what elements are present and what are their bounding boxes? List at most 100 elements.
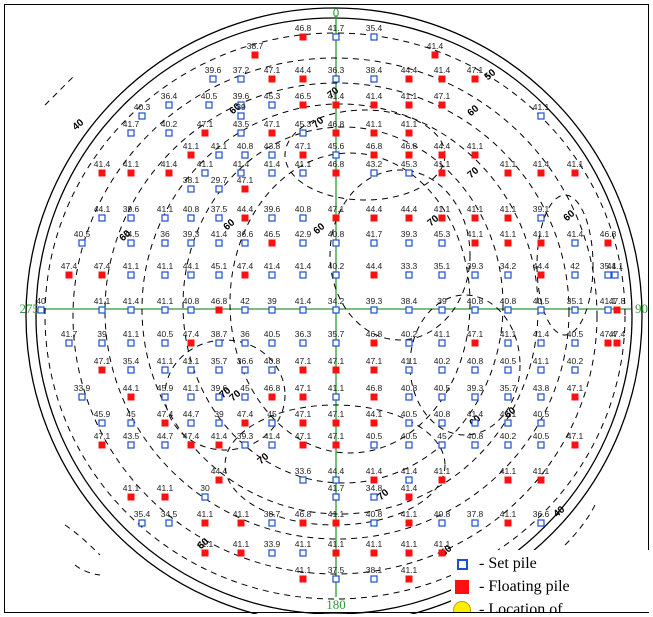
pile-value-label: 37.5 bbox=[328, 565, 345, 575]
pile-marker: 46.8 bbox=[264, 383, 281, 401]
pile-value-label: 41.4 bbox=[533, 159, 550, 169]
pile-marker: 39.6 bbox=[123, 204, 140, 222]
set-pile-icon bbox=[537, 441, 545, 449]
pile-marker: 35.1 bbox=[567, 296, 584, 314]
pile-marker: 41.1 bbox=[328, 509, 345, 527]
pile-marker: 47.1 bbox=[295, 383, 312, 401]
set-pile-icon bbox=[268, 549, 276, 557]
pile-value-label: 47.1 bbox=[567, 383, 584, 393]
set-pile-icon bbox=[299, 476, 307, 484]
floating-pile-icon bbox=[571, 169, 579, 177]
pile-value-label: 47.1 bbox=[328, 431, 345, 441]
pile-value-label: 41.1 bbox=[607, 261, 624, 271]
floating-pile-icon bbox=[613, 339, 621, 347]
pile-value-label: 47.1 bbox=[328, 356, 345, 366]
pile-marker: 47.4 bbox=[183, 431, 200, 449]
pile-value-label: 39.6 bbox=[264, 204, 281, 214]
pile-value-label: 37.5 bbox=[211, 204, 228, 214]
pile-value-label: 46.8 bbox=[366, 141, 383, 151]
pile-marker: 45.3 bbox=[401, 159, 418, 177]
pile-value-label: 46.5 bbox=[295, 91, 312, 101]
set-pile-icon bbox=[215, 271, 223, 279]
pile-marker: 36.4 bbox=[161, 91, 178, 109]
pile-value-label: 41.1 bbox=[500, 329, 517, 339]
floating-pile-icon bbox=[537, 239, 545, 247]
floating-pile-icon bbox=[332, 519, 340, 527]
set-pile-icon bbox=[405, 419, 413, 427]
set-pile-icon bbox=[332, 393, 340, 401]
pile-marker: 29.7 bbox=[211, 175, 228, 193]
set-pile-icon bbox=[299, 129, 307, 137]
pile-value-label: 40.8 bbox=[264, 356, 281, 366]
pile-marker: 41.1 bbox=[157, 483, 174, 501]
pile-value-label: 41.1 bbox=[123, 159, 140, 169]
pile-value-label: 46.8 bbox=[328, 159, 345, 169]
pile-marker: 39 bbox=[97, 329, 107, 347]
pile-value-label: 41.1 bbox=[157, 296, 174, 306]
pile-value-label: 39.3 bbox=[366, 296, 383, 306]
set-pile-icon bbox=[201, 169, 209, 177]
pile-value-label: 47.1 bbox=[328, 204, 345, 214]
pile-value-label: 40.2 bbox=[328, 261, 345, 271]
floating-pile-icon bbox=[268, 75, 276, 83]
pile-marker: 41.1 bbox=[533, 466, 550, 484]
pile-value-label: 47.1 bbox=[94, 356, 111, 366]
set-pile-icon bbox=[438, 271, 446, 279]
pile-value-label: 47.4 bbox=[237, 261, 254, 271]
floating-pile-icon bbox=[299, 33, 307, 41]
set-pile-icon bbox=[299, 169, 307, 177]
pile-marker: 47.4 bbox=[94, 261, 111, 279]
floating-pile-icon bbox=[370, 129, 378, 137]
pile-value-label: 47.4 bbox=[94, 261, 111, 271]
set-pile-icon bbox=[504, 366, 512, 374]
pile-marker: 42 bbox=[570, 261, 580, 279]
pile-value-label: 41.4 bbox=[533, 329, 550, 339]
pile-marker: 41.1 bbox=[434, 159, 451, 177]
pile-value-label: 45 bbox=[126, 409, 136, 419]
pile-value-label: 38.7 bbox=[264, 509, 281, 519]
set-pile-icon bbox=[471, 393, 479, 401]
pile-value-label: 35.1 bbox=[434, 261, 451, 271]
set-pile-icon bbox=[537, 112, 545, 120]
floating-pile-icon bbox=[299, 75, 307, 83]
pile-marker: 41.7 bbox=[328, 23, 345, 41]
pile-value-label: 44.4 bbox=[401, 65, 418, 75]
set-pile-icon bbox=[161, 214, 169, 222]
bearing-labels: 0 90 180 275 bbox=[20, 5, 649, 612]
pile-marker: 39.3 bbox=[401, 229, 418, 247]
pile-value-label: 36.3 bbox=[295, 329, 312, 339]
floating-pile-icon bbox=[299, 441, 307, 449]
pile-marker: 40.5 bbox=[434, 383, 451, 401]
pile-value-label: 43.2 bbox=[366, 159, 383, 169]
set-pile-icon bbox=[438, 419, 446, 427]
pile-marker: 44.4 bbox=[434, 141, 451, 159]
pile-marker: 33.6 bbox=[295, 466, 312, 484]
pile-marker: 40.5 bbox=[533, 296, 550, 314]
pile-value-label: 41.1 bbox=[434, 539, 451, 549]
pile-marker: 35.1 bbox=[434, 261, 451, 279]
pile-marker: 39 bbox=[437, 296, 447, 314]
pile-value-label: 33.3 bbox=[401, 261, 418, 271]
pile-value-label: 41.1 bbox=[567, 159, 584, 169]
legend-item-floating-pile: - Floating pile bbox=[451, 576, 570, 598]
set-pile-icon bbox=[237, 112, 245, 120]
pile-value-label: 41.1 bbox=[295, 159, 312, 169]
set-pile-icon bbox=[215, 419, 223, 427]
floating-pile-icon bbox=[299, 393, 307, 401]
pile-marker: 41.1 bbox=[607, 261, 624, 279]
pile-value-label: 46.8 bbox=[328, 119, 345, 129]
set-pile-icon bbox=[268, 101, 276, 109]
pile-value-label: 40.5 bbox=[500, 356, 517, 366]
set-pile-icon bbox=[332, 339, 340, 347]
pile-marker: 41.7 bbox=[123, 119, 140, 137]
pile-marker: 40.2 bbox=[328, 261, 345, 279]
pile-value-label: 44.4 bbox=[211, 466, 228, 476]
set-pile-icon bbox=[165, 129, 173, 137]
pile-value-label: 41.1 bbox=[500, 466, 517, 476]
pile-marker: 40 bbox=[36, 296, 46, 314]
pile-value-label: 39 bbox=[214, 409, 224, 419]
floating-pile-icon bbox=[127, 169, 135, 177]
pile-value-label: 33.9 bbox=[74, 383, 91, 393]
set-pile-icon bbox=[370, 575, 378, 583]
floating-pile-icon bbox=[215, 441, 223, 449]
